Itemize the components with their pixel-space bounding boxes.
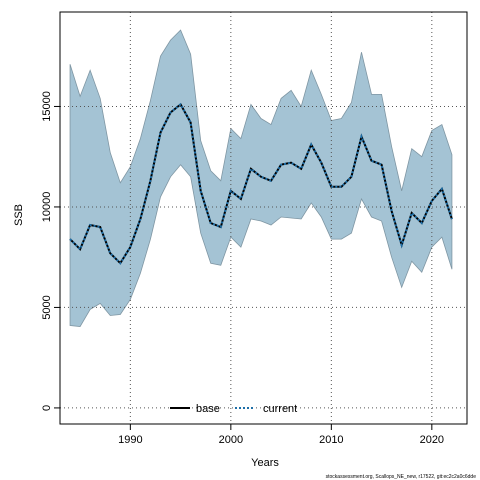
footnote: stockassessment.org, Scallops_NE_new, r1… bbox=[326, 474, 477, 480]
y-tick-label-5000: 5000 bbox=[41, 295, 53, 319]
y-tick-label-10000: 10000 bbox=[41, 192, 53, 223]
plot-frame bbox=[59, 11, 468, 425]
confidence-band-layer bbox=[69, 29, 453, 327]
y-axis-label: SSB bbox=[13, 204, 25, 226]
x-axis-label: Years bbox=[251, 457, 279, 469]
series-layer bbox=[69, 102, 453, 265]
x-tick-label-2020: 2020 bbox=[420, 434, 444, 446]
confidence-band bbox=[69, 29, 453, 327]
legend-label-base: base bbox=[196, 403, 220, 415]
grid-layer bbox=[60, 12, 467, 424]
y-tick-label-0: 0 bbox=[41, 405, 53, 411]
x-tick-label-2000: 2000 bbox=[219, 434, 243, 446]
legend: base current bbox=[170, 403, 297, 415]
y-tick-label-15000: 15000 bbox=[41, 91, 53, 122]
series-line-current bbox=[69, 102, 453, 265]
x-tick-label-2010: 2010 bbox=[319, 434, 343, 446]
x-tick-label-1990: 1990 bbox=[118, 434, 142, 446]
tick-layer: 1990 2000 2010 2020 0 5000 10000 15000 bbox=[41, 91, 444, 446]
legend-label-current: current bbox=[263, 403, 297, 415]
